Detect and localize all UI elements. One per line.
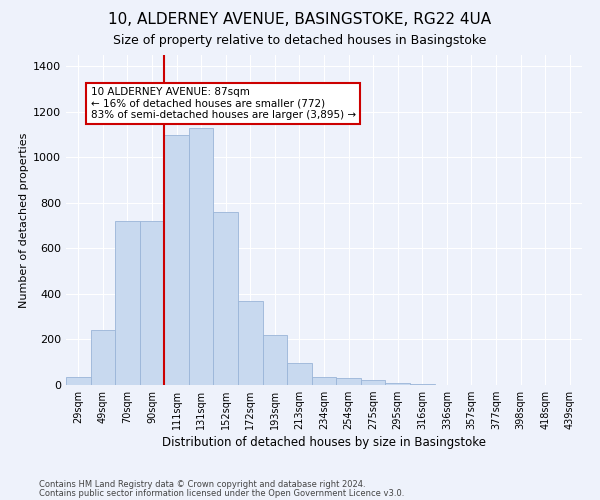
Bar <box>385 382 410 385</box>
Text: Contains HM Land Registry data © Crown copyright and database right 2024.: Contains HM Land Registry data © Crown c… <box>39 480 365 489</box>
Bar <box>336 378 361 385</box>
Bar <box>312 377 336 385</box>
Bar <box>140 221 164 385</box>
Bar <box>66 377 91 385</box>
Text: Size of property relative to detached houses in Basingstoke: Size of property relative to detached ho… <box>113 34 487 47</box>
Bar <box>238 301 263 385</box>
Bar <box>263 335 287 385</box>
Bar <box>164 134 189 385</box>
Bar <box>91 330 115 385</box>
Text: 10, ALDERNEY AVENUE, BASINGSTOKE, RG22 4UA: 10, ALDERNEY AVENUE, BASINGSTOKE, RG22 4… <box>109 12 491 28</box>
X-axis label: Distribution of detached houses by size in Basingstoke: Distribution of detached houses by size … <box>162 436 486 450</box>
Y-axis label: Number of detached properties: Number of detached properties <box>19 132 29 308</box>
Text: 10 ALDERNEY AVENUE: 87sqm
← 16% of detached houses are smaller (772)
83% of semi: 10 ALDERNEY AVENUE: 87sqm ← 16% of detac… <box>91 87 356 120</box>
Text: Contains public sector information licensed under the Open Government Licence v3: Contains public sector information licen… <box>39 488 404 498</box>
Bar <box>214 212 238 385</box>
Bar <box>287 364 312 385</box>
Bar <box>410 384 434 385</box>
Bar <box>361 380 385 385</box>
Bar <box>189 128 214 385</box>
Bar <box>115 221 140 385</box>
